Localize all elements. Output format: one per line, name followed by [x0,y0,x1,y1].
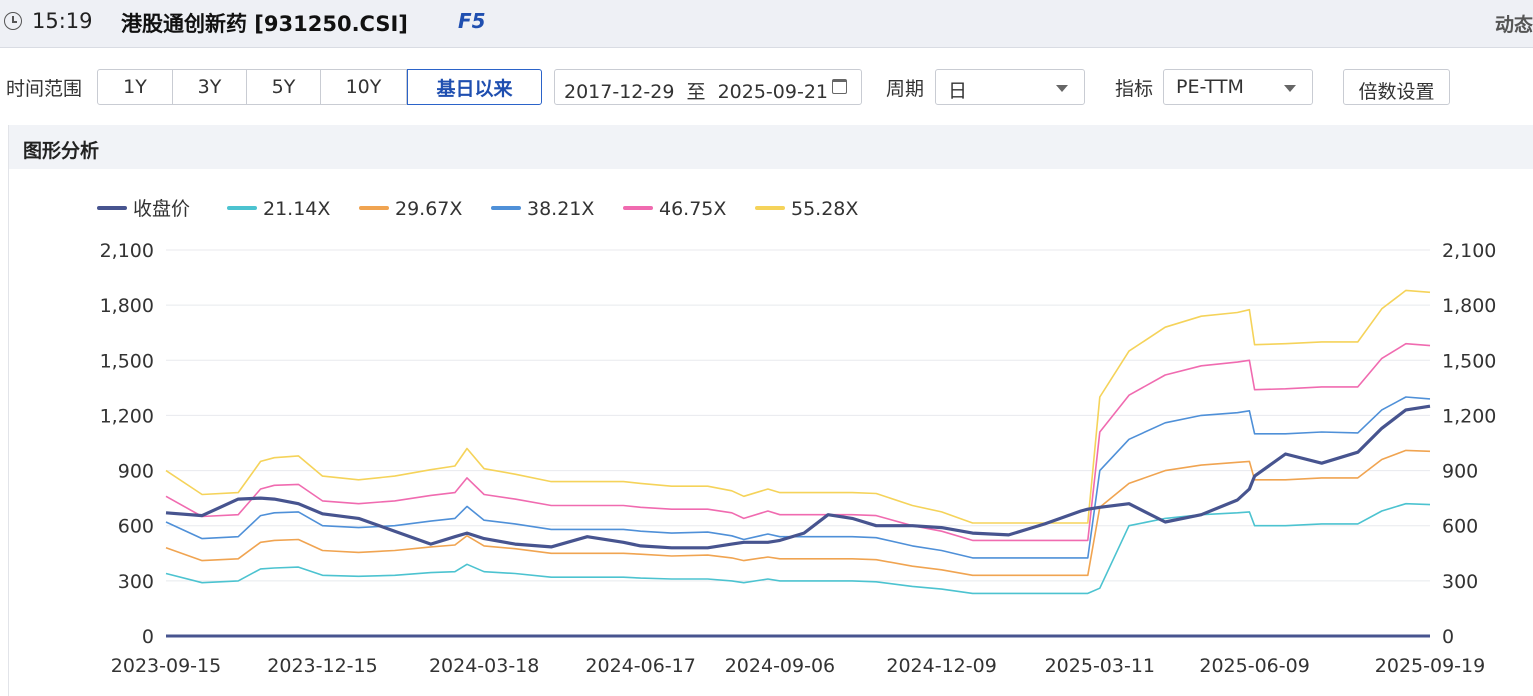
indicator-value: PE-TTM [1176,76,1244,98]
filter-toolbar: 时间范围 1Y 3Y 5Y 10Y 基日以来 2017-12-29 至 2025… [0,66,1533,110]
y-tick-label-right: 900 [1442,461,1478,483]
clock-icon [4,12,22,30]
range-since-base-button[interactable]: 基日以来 [407,69,542,105]
legend-label: 46.75X [659,198,726,220]
range-selector: 1Y 3Y 5Y 10Y 基日以来 [97,69,542,105]
legend-label: 29.67X [395,198,462,220]
chevron-down-icon [1284,85,1296,92]
legend-label: 收盘价 [133,198,190,220]
series-line [165,502,1431,595]
y-tick-label-left: 1,500 [100,350,154,372]
legend-label: 55.28X [791,198,858,220]
y-tick-label-left: 0 [142,626,154,648]
chevron-down-icon [1056,85,1068,92]
x-tick-label: 2025-06-09 [1199,655,1309,677]
x-tick-label: 2024-12-09 [886,655,996,677]
y-tick-label-right: 1,800 [1442,295,1496,317]
range-10y-button[interactable]: 10Y [321,69,407,105]
y-tick-label-right: 2,100 [1442,240,1496,262]
range-5y-button[interactable]: 5Y [247,69,321,105]
x-tick-label: 2025-03-11 [1045,655,1155,677]
hotkey-label[interactable]: F5 [458,9,486,33]
x-tick-label: 2024-06-17 [585,655,695,677]
period-label: 周期 [886,78,925,100]
chart-panel: 图形分析 2,100 2,100 1,800 1,800 1,500 1,500 1,200… [8,125,1533,696]
y-tick-label-right: 0 [1442,626,1454,648]
date-range-picker[interactable]: 2017-12-29 至 2025-09-21 [554,69,862,105]
top-bar: 15:19 港股通创新药 [931250.CSI] F5 动态 [0,0,1533,48]
index-name: 港股通创新药 [931250.CSI] [121,12,408,36]
series-line [165,289,1431,524]
indicator-select[interactable]: PE-TTM [1163,69,1313,105]
range-label: 时间范围 [6,78,83,100]
range-1y-button[interactable]: 1Y [97,69,173,105]
indicator-label: 指标 [1115,78,1154,100]
series-line [165,342,1431,542]
y-tick-label-left: 600 [118,516,154,538]
x-tick-label: 2025-09-19 [1375,655,1485,677]
date-range-value: 2017-12-29 至 2025-09-21 [564,81,828,103]
x-tick-label: 2023-12-15 [267,655,377,677]
calendar-icon[interactable] [832,79,847,94]
y-tick-label-left: 1,200 [100,405,154,427]
pe-band-chart[interactable]: 2,100 2,100 1,800 1,800 1,500 1,500 1,200 1,200… [9,125,1533,696]
x-tick-label: 2024-03-18 [429,655,539,677]
series-line [165,449,1431,577]
y-tick-label-left: 300 [118,571,154,593]
legend-label: 38.21X [527,198,594,220]
y-tick-label-left: 1,800 [100,295,154,317]
x-tick-label: 2023-09-15 [111,655,221,677]
x-tick-label: 2024-09-06 [725,655,835,677]
mode-label[interactable]: 动态 [1494,14,1533,36]
multiple-settings-button[interactable]: 倍数设置 [1343,69,1450,105]
current-time: 15:19 [32,9,93,33]
range-3y-button[interactable]: 3Y [173,69,247,105]
y-tick-label-left: 2,100 [100,240,154,262]
y-tick-label-right: 1,500 [1442,350,1496,372]
legend-label: 21.14X [263,198,330,220]
panel-header: 图形分析 [9,125,1533,169]
panel-title: 图形分析 [23,140,100,162]
period-value: 日 [948,80,968,102]
y-tick-label-left: 900 [118,461,154,483]
y-tick-label-right: 1,200 [1442,405,1496,427]
series-line [165,404,1431,550]
y-tick-label-right: 600 [1442,516,1478,538]
period-select[interactable]: 日 [935,69,1085,105]
y-tick-label-right: 300 [1442,571,1478,593]
